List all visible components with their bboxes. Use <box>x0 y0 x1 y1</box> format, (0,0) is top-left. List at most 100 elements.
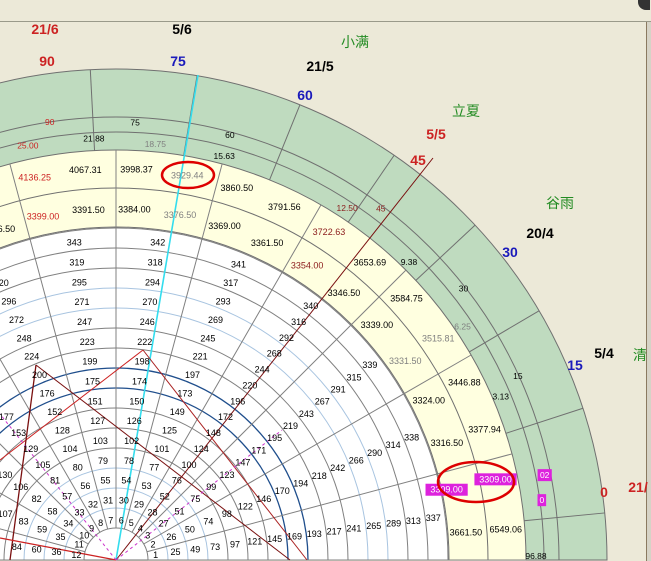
ring-number: 145 <box>267 534 282 544</box>
highlight-box <box>425 483 468 496</box>
ring-number: 7 <box>108 515 113 525</box>
ring-number: 224 <box>24 352 39 362</box>
ring-number: 5 <box>129 518 134 528</box>
ring-number: 267 <box>315 397 330 407</box>
ring-number: 35 <box>56 532 66 542</box>
ring-number: 97 <box>230 539 240 549</box>
ring-number: 122 <box>238 501 253 511</box>
ring-number: 127 <box>90 416 105 426</box>
ring-number: 55 <box>101 476 111 486</box>
radial-line <box>505 407 584 434</box>
circle-markers <box>160 160 516 504</box>
radial-line <box>0 443 94 538</box>
ring-number: 200 <box>32 370 47 380</box>
radial-line <box>146 453 513 553</box>
price-value: 3860.50 <box>221 183 254 193</box>
ring-number: 57 <box>62 492 72 502</box>
ring-number: 82 <box>32 494 42 504</box>
ring-number: 337 <box>426 513 441 523</box>
ring-number: 243 <box>299 409 314 419</box>
solar-term-label: 谷雨 <box>546 195 574 211</box>
window-corner-icon[interactable] <box>638 0 650 10</box>
ring-number: 319 <box>69 258 84 268</box>
ring-number: 172 <box>218 412 233 422</box>
ring-number: 9 <box>89 523 94 533</box>
price-value: 3377.94 <box>468 424 501 434</box>
price-value: 3376.50 <box>164 210 197 220</box>
ring-number: 123 <box>220 470 235 480</box>
ring-number: 293 <box>216 296 231 306</box>
ring-number: 317 <box>223 278 238 288</box>
price-value: 3791.56 <box>268 202 301 212</box>
circle-marker <box>436 460 516 504</box>
radial-line <box>138 269 407 538</box>
ring-number: 107 <box>0 509 13 519</box>
ring-number: 292 <box>279 333 294 343</box>
ring-number: 32 <box>88 500 98 510</box>
price-value: 3309.00 <box>430 485 463 495</box>
green-degree: 75 <box>130 117 140 127</box>
price-value: 3399.00 <box>27 212 60 222</box>
green-value: 0 <box>539 495 544 505</box>
price-value: 3384.00 <box>118 204 151 214</box>
ring-number: 50 <box>185 524 195 534</box>
green-value: 15.63 <box>214 151 236 161</box>
ring-number: 222 <box>137 337 152 347</box>
ring-number: 4 <box>138 523 143 533</box>
ring-number: 76 <box>172 476 182 486</box>
magenta-dashed-line <box>115 429 283 561</box>
ring-number: 128 <box>55 426 70 436</box>
ring-number: 150 <box>129 396 144 406</box>
ring-number: 84 <box>12 542 22 552</box>
degree-label: 45 <box>410 152 426 168</box>
ring-number: 241 <box>346 524 361 534</box>
ring-number: 27 <box>159 518 169 528</box>
green-value: 21.88 <box>83 134 105 144</box>
radial-line <box>0 528 86 553</box>
ring-arc <box>0 131 545 561</box>
ring-number: 49 <box>190 545 200 555</box>
green-value: 3.13 <box>492 392 509 402</box>
degree-label: 15 <box>567 357 583 373</box>
radial-line <box>123 163 223 530</box>
ring-number: 291 <box>331 385 346 395</box>
ring-number: 170 <box>275 486 290 496</box>
ring-number: 100 <box>182 460 197 470</box>
ring-number: 126 <box>127 416 142 426</box>
ring-number: 10 <box>79 531 89 541</box>
radial-line <box>89 69 96 151</box>
radial-line <box>347 155 395 223</box>
ring-number: 149 <box>170 407 185 417</box>
green-value: 9.38 <box>401 257 418 267</box>
ring-number: 75 <box>190 494 200 504</box>
highlight-box <box>474 473 517 486</box>
green-degree: 02 <box>540 470 550 480</box>
outer-labels: 21/6 5/621/55/520/45/421/90 75604530150小满立… <box>31 21 647 500</box>
ring-number: 296 <box>1 296 16 306</box>
ring-number: 33 <box>74 507 84 517</box>
ring-number: 269 <box>208 315 223 325</box>
red-line <box>0 537 117 561</box>
ring-number: 53 <box>142 481 152 491</box>
ring-number: 125 <box>162 426 177 436</box>
ring-number: 169 <box>287 532 302 542</box>
ring-number: 245 <box>200 333 215 343</box>
ring-number: 59 <box>37 524 47 534</box>
price-value: 3316.50 <box>431 438 464 448</box>
ring-number: 294 <box>145 277 160 287</box>
ring-number: 99 <box>206 482 216 492</box>
ring-number: 295 <box>72 277 87 287</box>
green-value: 12.50 <box>336 203 358 213</box>
green-value: 25.00 <box>17 140 39 150</box>
ring-number: 1 <box>153 550 158 560</box>
dark-red-line <box>9 364 37 561</box>
ring-number: 246 <box>140 317 155 327</box>
price-value: 3653.69 <box>354 258 387 268</box>
ring-number: 343 <box>67 238 82 248</box>
date-label: 20/4 <box>526 225 553 241</box>
price-value: 4136.25 <box>18 173 51 183</box>
cyan-angle-line <box>115 74 199 561</box>
ring-number: 78 <box>124 456 134 466</box>
ring-number: 290 <box>367 448 382 458</box>
ring-number: 124 <box>194 444 209 454</box>
